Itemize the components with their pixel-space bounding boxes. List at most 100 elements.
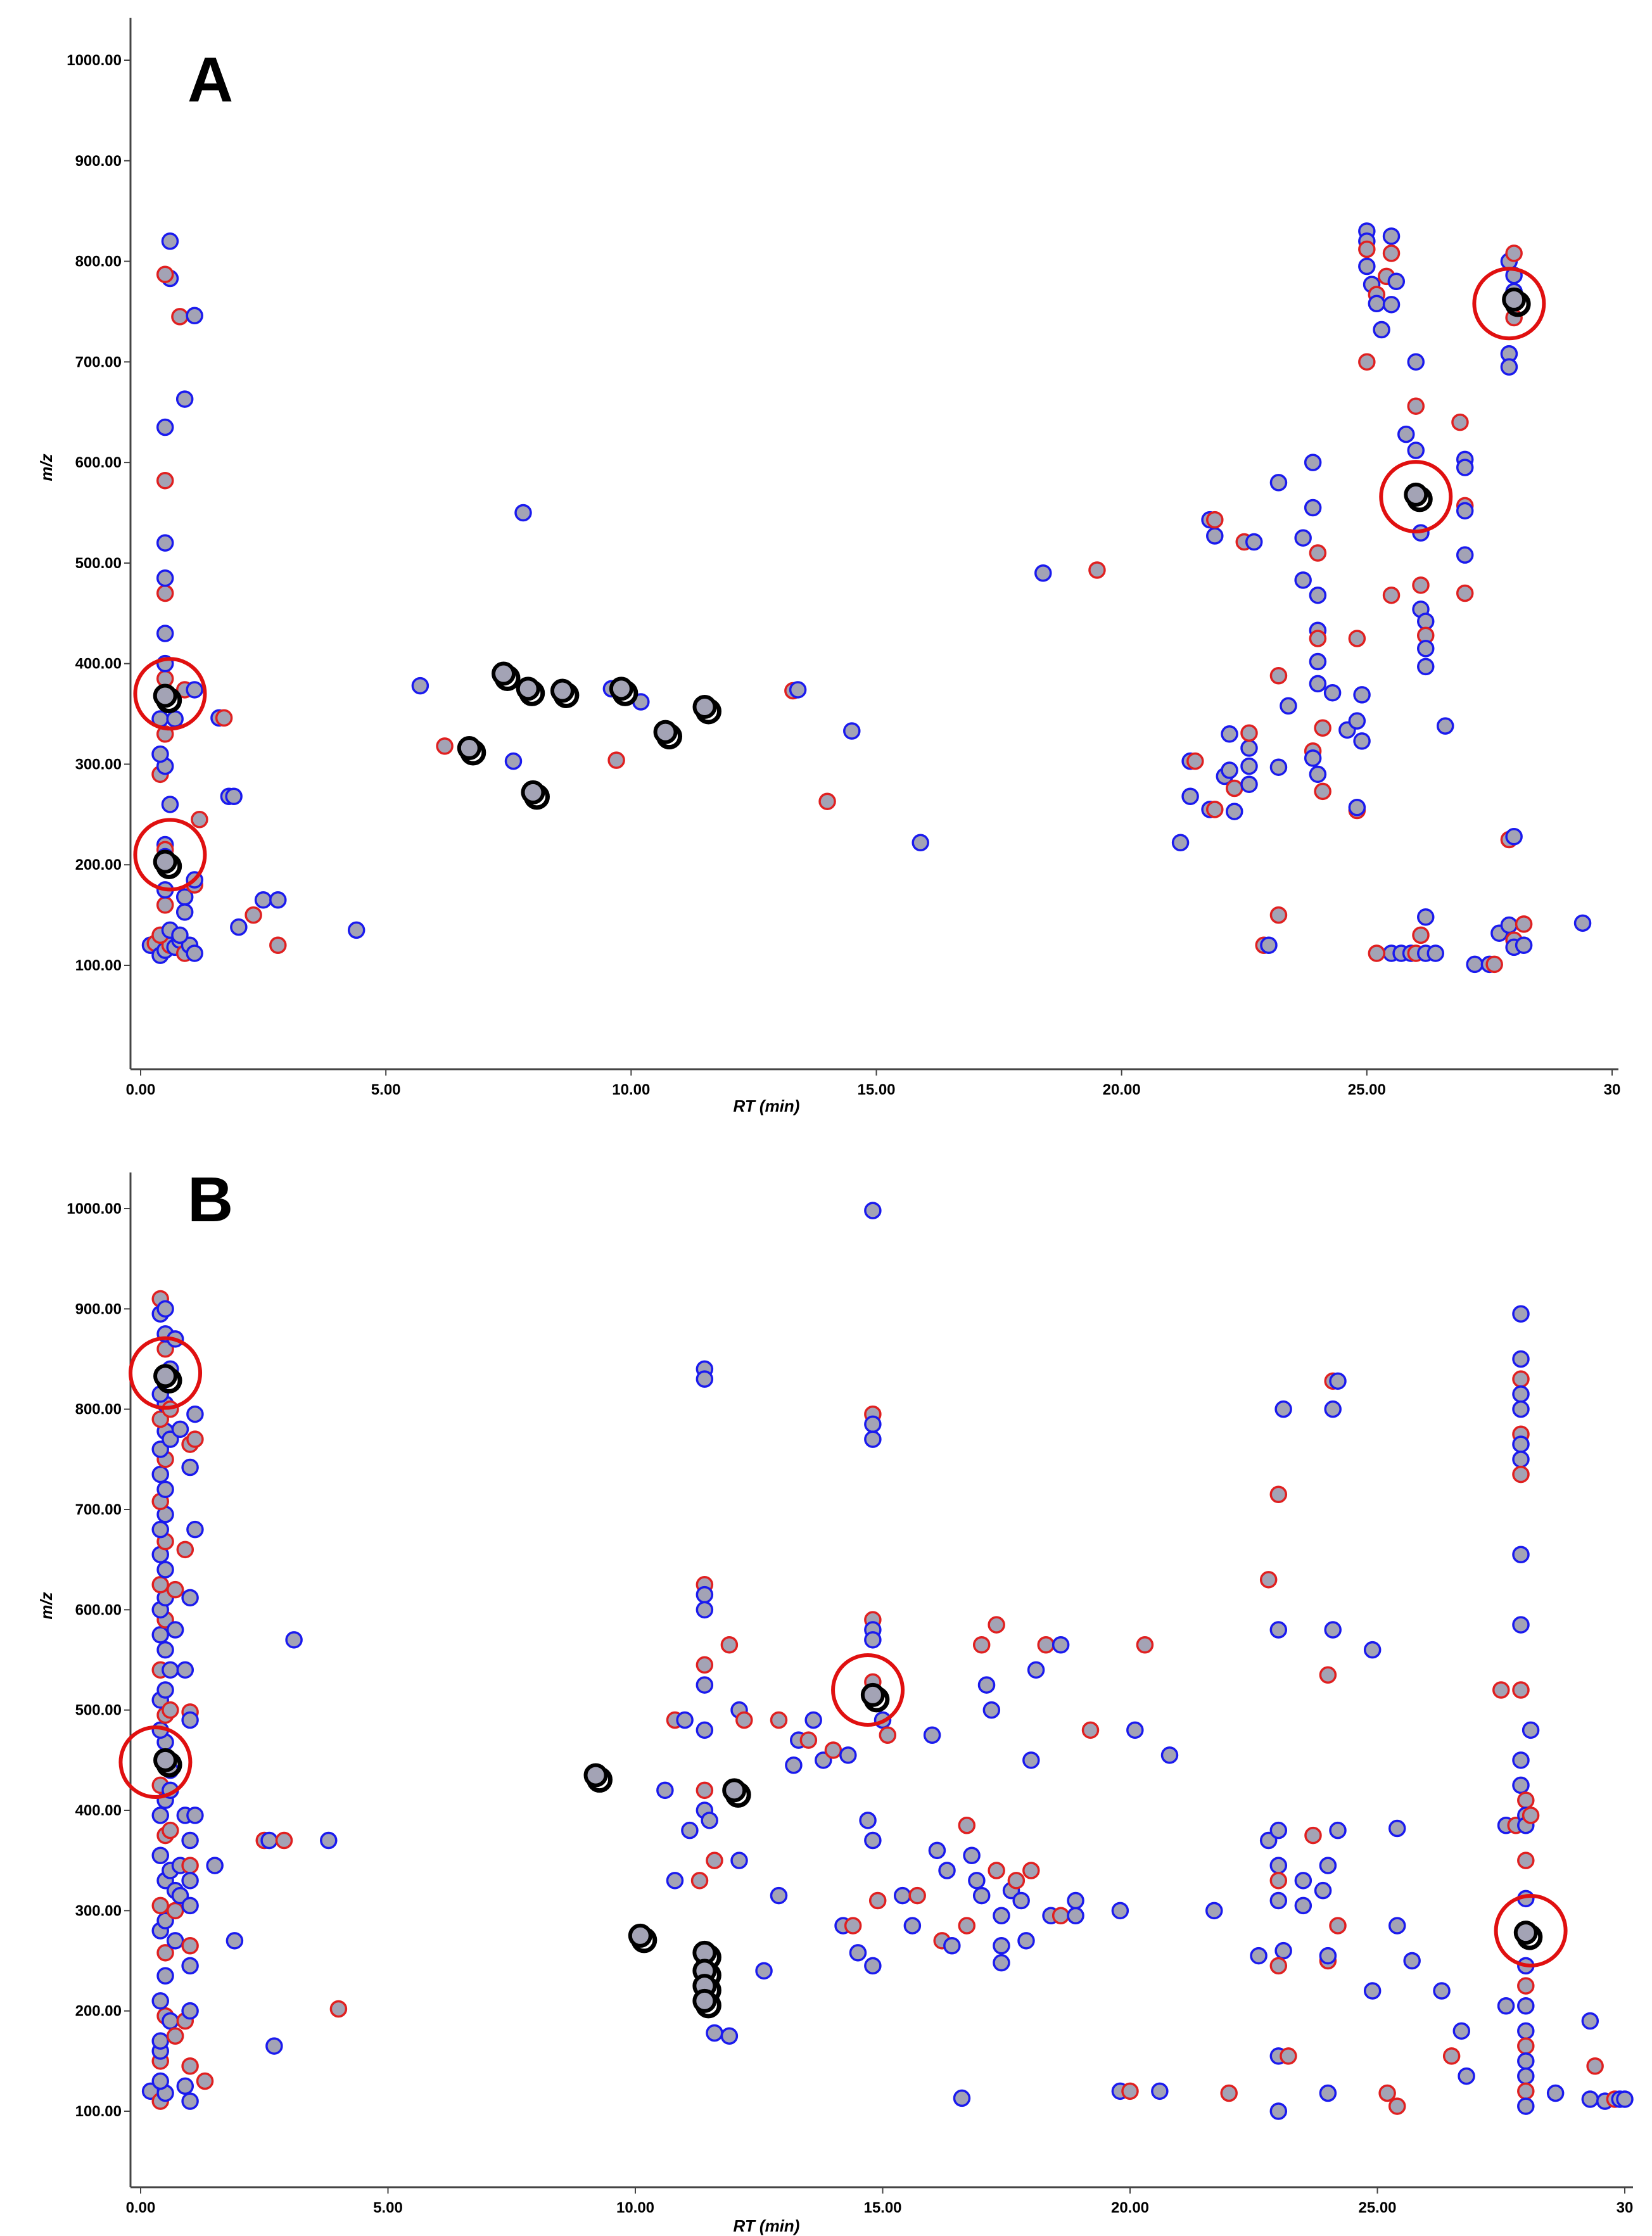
data-point (1052, 1636, 1070, 1654)
red-circle (831, 1653, 905, 1727)
data-point (166, 1932, 184, 1950)
data-point (1373, 321, 1390, 339)
data-point (1546, 2084, 1565, 2102)
data-point (151, 1465, 169, 1483)
data-point (1037, 1636, 1055, 1654)
data-point (1309, 544, 1327, 562)
data-point (1492, 1681, 1510, 1699)
data-point (701, 1812, 718, 1829)
y-tick-label: 700.00 (75, 1501, 122, 1518)
data-point (151, 1846, 169, 1864)
y-tick-label: 800.00 (75, 253, 122, 270)
data-point (181, 1711, 199, 1729)
data-point (1240, 775, 1258, 793)
panel-label: B (187, 1164, 233, 1235)
data-point (1274, 1400, 1292, 1418)
data-point (156, 1641, 174, 1659)
data-point (1294, 1872, 1312, 1890)
data-point (696, 1721, 714, 1739)
data-point (1314, 1881, 1332, 1900)
data-point (156, 625, 174, 642)
data-point (1017, 1932, 1035, 1950)
data-point (181, 2002, 199, 2020)
data-point (1500, 358, 1518, 376)
data-point (1397, 425, 1415, 443)
data-point (818, 792, 836, 810)
data-point (1517, 1852, 1535, 1869)
data-point (181, 1857, 199, 1874)
x-tick-label: 30 (1617, 2199, 1634, 2216)
data-point (1388, 1917, 1406, 1934)
highlighted-features (153, 287, 1531, 879)
highlight-point (153, 683, 177, 708)
data-point (156, 534, 174, 552)
data-point (1363, 1641, 1382, 1659)
data-point (1505, 245, 1523, 262)
data-point (1081, 1721, 1100, 1739)
data-point (181, 1957, 199, 1975)
data-point (514, 504, 532, 522)
data-point (864, 1430, 882, 1448)
data-point (903, 1917, 922, 1934)
data-point (1319, 1947, 1337, 1965)
data-point (1269, 1872, 1288, 1890)
data-point (151, 1440, 169, 1458)
data-point (1221, 725, 1238, 743)
data-point (1417, 908, 1435, 926)
data-point (1304, 1826, 1322, 1845)
data-point (275, 1831, 293, 1850)
highlight-point (1404, 482, 1428, 507)
data-point (269, 936, 287, 954)
data-point (151, 1807, 169, 1824)
data-point (1512, 1681, 1530, 1699)
data-point (1407, 397, 1425, 415)
panel-b: B 100.00 200.00 300.00 400.00 500.00 600.00 70… (0, 1118, 1652, 2236)
data-point (730, 1852, 748, 1869)
red-circle (118, 1725, 193, 1799)
data-point (156, 1561, 174, 1579)
panel-a: A 100.00 200.00 300.00 400.00 500.00 600.00 70… (37, 18, 1620, 1115)
data-point (1581, 2012, 1599, 2030)
data-point (1382, 245, 1401, 262)
data-point (1512, 1451, 1530, 1468)
data-point (1269, 1485, 1288, 1503)
data-point (1436, 717, 1454, 735)
x-tick-label: 20.00 (1103, 1081, 1141, 1098)
data-point (1309, 630, 1327, 647)
data-point (1515, 915, 1533, 933)
data-point (1512, 1751, 1530, 1769)
data-point (1368, 295, 1386, 312)
data-point (912, 834, 929, 852)
data-point (1512, 1435, 1530, 1453)
data-point (181, 1589, 199, 1607)
red-circle (133, 818, 207, 892)
data-point (1382, 586, 1401, 604)
y-tick-label: 300.00 (75, 756, 122, 773)
data-point (162, 1821, 179, 1839)
data-point (1280, 697, 1297, 715)
data-point (181, 1831, 199, 1850)
data-point (789, 681, 807, 699)
data-point (1151, 2082, 1169, 2100)
data-point (1206, 511, 1224, 529)
x-tick-label: 10.00 (612, 1081, 650, 1098)
data-point (1294, 529, 1312, 547)
data-point (171, 926, 189, 944)
data-point (215, 709, 233, 727)
data-point (181, 1937, 199, 1955)
data-point (156, 896, 174, 914)
data-point (161, 796, 179, 813)
data-point (972, 1636, 991, 1654)
data-point (1512, 1616, 1530, 1634)
y-tick-label: 200.00 (75, 856, 122, 873)
data-point (1034, 564, 1052, 582)
data-point (676, 1711, 694, 1729)
highlight-point (692, 694, 717, 719)
data-point (696, 1781, 714, 1800)
data-point (1517, 2037, 1535, 2055)
data-point (347, 921, 365, 939)
y-ticks: 100.00 200.00 300.00 400.00 500.00 600.00 700.… (67, 1200, 130, 2120)
data-point (1226, 779, 1243, 797)
data-point (186, 681, 203, 699)
data-point (436, 737, 454, 755)
